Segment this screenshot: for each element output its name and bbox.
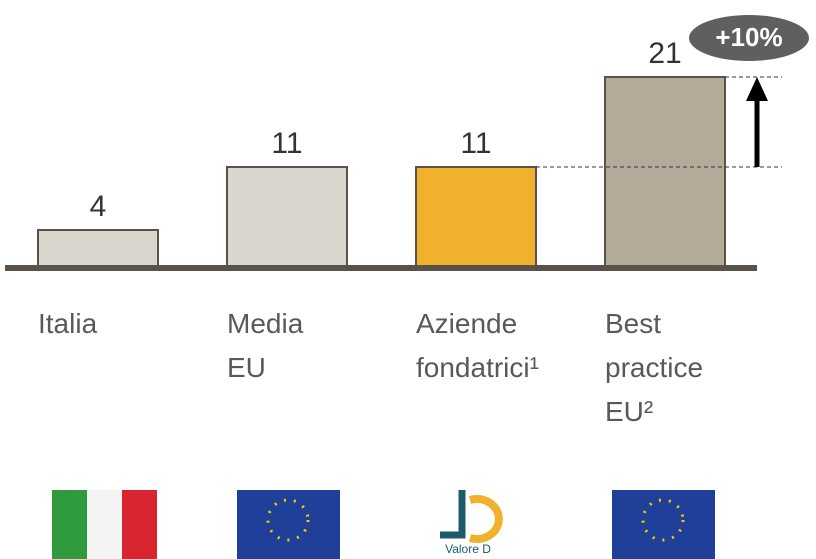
flag-eu <box>237 490 340 559</box>
annotation: +10% <box>715 22 782 52</box>
annotation-pill: +10% <box>689 15 809 61</box>
bar <box>226 166 348 267</box>
category-label: Italia <box>38 308 98 339</box>
bar <box>604 76 726 267</box>
arrow-head <box>746 77 768 101</box>
flag-italy <box>52 490 157 559</box>
category-label: Best practice EU² <box>605 308 704 427</box>
value-label: 21 <box>648 37 681 70</box>
logo-valore-d: Valore D <box>440 490 503 556</box>
logo-text: Valore D <box>445 542 491 556</box>
bar <box>37 229 159 267</box>
category-label: Aziende fondatrici¹ <box>416 308 539 383</box>
value-label: 11 <box>460 127 491 160</box>
value-label: 11 <box>271 127 302 160</box>
bar <box>415 166 537 267</box>
flag-eu <box>612 490 715 559</box>
category-label: Media EU <box>227 308 304 383</box>
value-label: 4 <box>90 190 107 223</box>
